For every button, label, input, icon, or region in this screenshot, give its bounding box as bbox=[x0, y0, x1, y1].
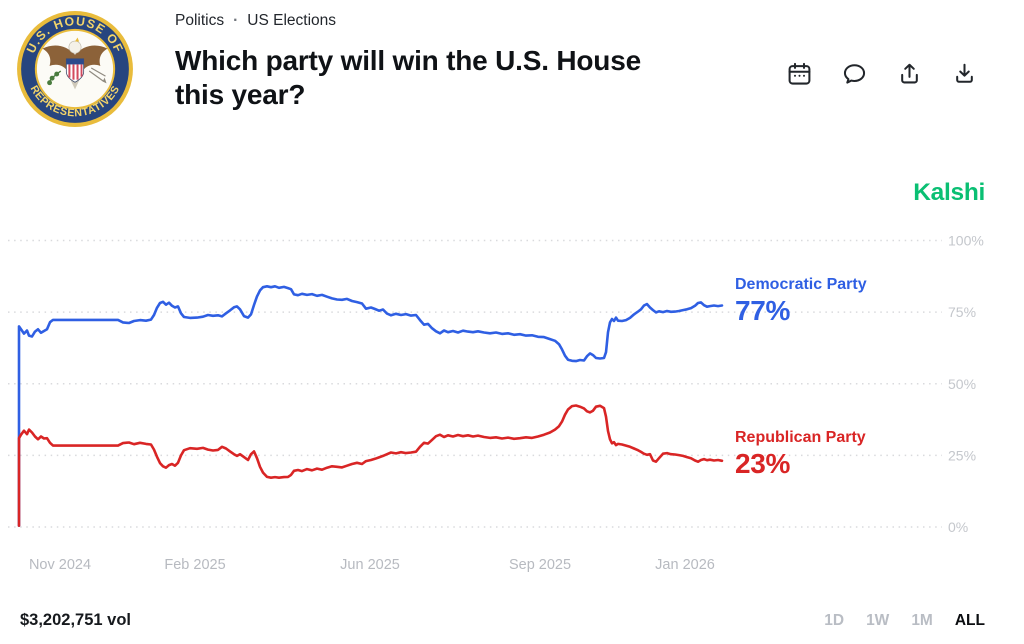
range-all[interactable]: ALL bbox=[954, 612, 985, 629]
calendar-button[interactable] bbox=[786, 60, 813, 88]
democratic-party-label: Democratic Party bbox=[735, 276, 867, 293]
market-title: Which party will win the U.S. House this… bbox=[175, 45, 641, 110]
breadcrumb-subcategory[interactable]: US Elections bbox=[247, 12, 337, 29]
seal-olive-branch bbox=[47, 70, 62, 86]
header-actions bbox=[786, 60, 978, 88]
share-icon bbox=[901, 63, 918, 84]
breadcrumb: Politics · US Elections bbox=[175, 12, 735, 30]
breadcrumb-separator: · bbox=[233, 12, 239, 29]
us-house-seal-logo: U.S. HOUSE OF REPRESENTATIVES bbox=[17, 11, 133, 127]
y-axis-tick: 100% bbox=[948, 233, 984, 249]
seal-arrows bbox=[88, 67, 107, 84]
seal-eagle-emblem bbox=[42, 37, 108, 90]
seal-shield bbox=[65, 58, 85, 83]
x-axis-tick: Sep 2025 bbox=[509, 557, 571, 573]
market-header: Politics · US Elections Which party will… bbox=[175, 12, 735, 111]
volume-label: $3,202,751 vol bbox=[20, 611, 132, 629]
range-1d[interactable]: 1D bbox=[824, 612, 845, 629]
time-range-selector: 1D 1W 1M ALL bbox=[824, 612, 985, 630]
y-axis-tick: 75% bbox=[948, 304, 976, 320]
y-axis-tick: 0% bbox=[948, 519, 968, 535]
x-axis-tick: Jan 2026 bbox=[655, 557, 715, 573]
y-axis-tick: 50% bbox=[948, 376, 976, 392]
download-button[interactable] bbox=[951, 60, 978, 88]
democratic-party-value: 77% bbox=[735, 295, 791, 326]
republican-party-tag: Republican Party 23% bbox=[735, 430, 866, 478]
y-axis-tick: 25% bbox=[948, 447, 976, 463]
x-axis-tick: Nov 2024 bbox=[29, 557, 91, 573]
republican-party-label: Republican Party bbox=[735, 429, 866, 446]
x-axis-tick: Feb 2025 bbox=[164, 557, 225, 573]
republican-party-value: 23% bbox=[735, 448, 791, 479]
share-button[interactable] bbox=[896, 60, 923, 88]
market-chart[interactable]: 100% 75% 50% 25% 0% Nov 2024 Feb 2025 Jun 2025 S… bbox=[0, 228, 1024, 585]
breadcrumb-category[interactable]: Politics bbox=[175, 12, 225, 29]
democratic-party-line bbox=[17, 284, 724, 527]
range-1m[interactable]: 1M bbox=[911, 612, 933, 629]
comment-button[interactable] bbox=[841, 60, 868, 88]
comment-icon bbox=[843, 64, 866, 84]
calendar-icon bbox=[788, 62, 811, 85]
x-axis-tick: Jun 2025 bbox=[340, 557, 400, 573]
download-icon bbox=[956, 63, 973, 83]
range-1w[interactable]: 1W bbox=[866, 612, 890, 629]
republican-party-line bbox=[17, 404, 724, 527]
kalshi-logo: Kalshi bbox=[913, 179, 985, 206]
democratic-party-tag: Democratic Party 77% bbox=[735, 277, 867, 325]
